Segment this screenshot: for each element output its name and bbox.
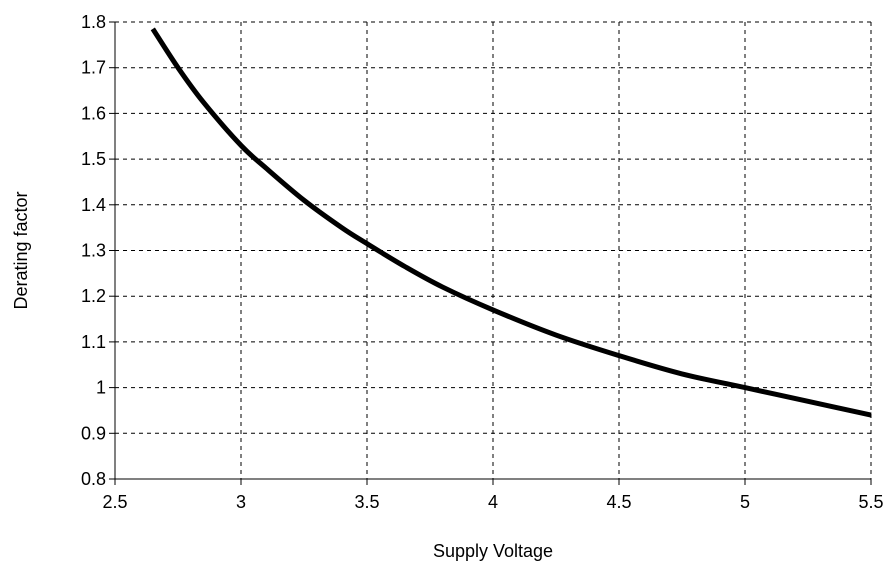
y-tick-label: 1.2 (81, 286, 106, 306)
y-tick-label: 1.7 (81, 58, 106, 78)
x-axis-label: Supply Voltage (433, 541, 553, 561)
y-axis-label: Derating factor (11, 191, 31, 309)
y-tick-label: 1.3 (81, 241, 106, 261)
y-tick-labels: 0.8 0.9 1 1.1 1.2 1.3 1.4 1.5 1.6 1.7 1.8 (81, 12, 106, 489)
tick-marks (109, 21, 872, 485)
x-tick-label: 3 (236, 492, 246, 512)
y-tick-label: 1.8 (81, 12, 106, 32)
x-tick-label: 4.5 (606, 492, 631, 512)
x-tick-label: 3.5 (354, 492, 379, 512)
y-tick-label: 0.8 (81, 469, 106, 489)
y-tick-label: 1.1 (81, 332, 106, 352)
grid-lines (115, 21, 872, 479)
x-tick-label: 4 (488, 492, 498, 512)
y-tick-label: 0.9 (81, 423, 106, 443)
series-group (150, 27, 872, 418)
y-tick-label: 1 (96, 378, 106, 398)
x-tick-label: 5 (740, 492, 750, 512)
y-tick-label: 1.5 (81, 149, 106, 169)
series-line (150, 27, 872, 418)
y-tick-label: 1.4 (81, 195, 106, 215)
x-tick-labels: 2.5 3 3.5 4 4.5 5 5.5 (102, 492, 883, 512)
y-tick-label: 1.6 (81, 103, 106, 123)
x-tick-label: 2.5 (102, 492, 127, 512)
x-tick-label: 5.5 (858, 492, 883, 512)
